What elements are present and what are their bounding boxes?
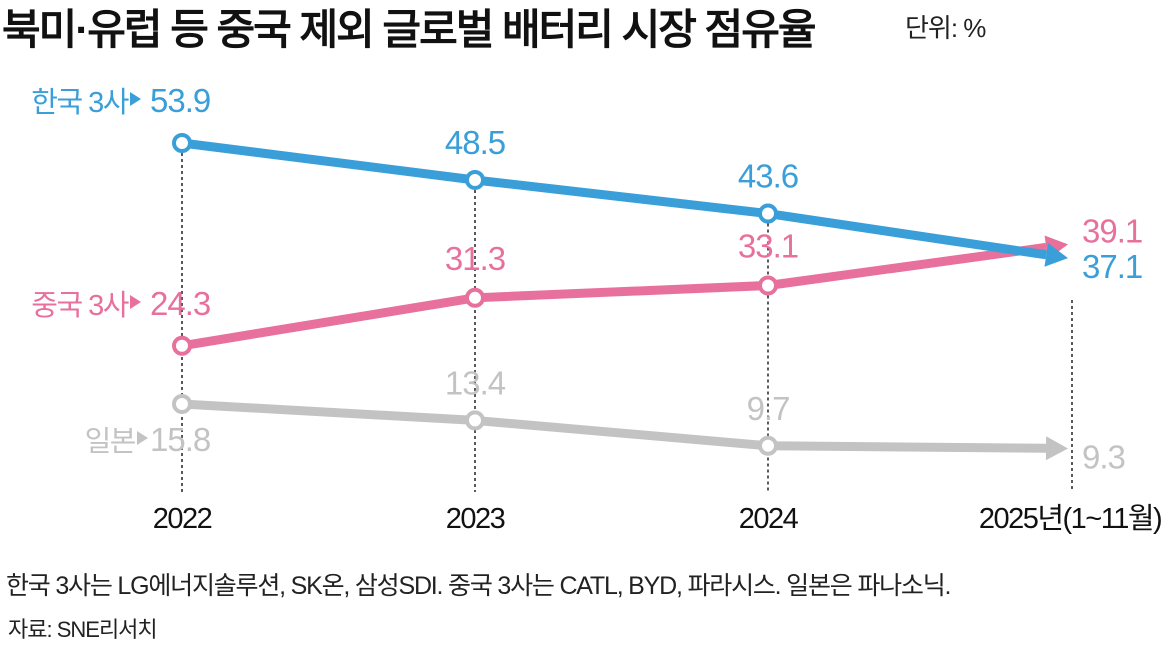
arrow-head-icon <box>1044 242 1068 267</box>
data-label: 53.9 <box>150 82 210 119</box>
series-name-label: 일본 <box>85 426 136 458</box>
footnote: 한국 3사는 LG에너지솔루션, SK온, 삼성SDI. 중국 3사는 CATL… <box>6 572 951 600</box>
triangle-right-icon <box>130 92 141 106</box>
x-tick-label: 2025년(1~11월) <box>979 502 1161 535</box>
series-name-label: 한국 3사 <box>31 87 129 119</box>
data-label: 9.3 <box>1082 439 1125 476</box>
line-chart: 2022 2023 2024 2025년(1~11월) 15.8 13.4 9.7 9.3 일본… <box>31 82 1162 535</box>
x-tick-label: 2023 <box>446 503 505 535</box>
x-tick-label: 2022 <box>153 503 212 535</box>
unit-label: 단위: % <box>905 13 986 43</box>
data-point <box>172 133 192 153</box>
x-tick-label: 2024 <box>739 503 799 535</box>
data-label: 9.7 <box>747 390 790 427</box>
data-point <box>465 410 485 431</box>
data-label: 24.3 <box>150 285 210 322</box>
source: 자료: SNE리서치 <box>8 617 158 642</box>
data-point <box>172 335 192 356</box>
data-point <box>465 287 485 308</box>
series-line <box>181 399 1047 453</box>
data-point <box>465 169 485 190</box>
data-point <box>172 393 192 414</box>
data-label: 48.5 <box>445 124 505 161</box>
data-label: 39.1 <box>1082 212 1142 249</box>
chart-title: 북미·유럽 등 중국 제외 글로벌 배터리 시장 점유율 <box>2 6 816 53</box>
data-label: 43.6 <box>738 158 798 195</box>
data-point <box>758 203 778 224</box>
data-label: 37.1 <box>1082 248 1142 285</box>
data-point <box>758 275 778 296</box>
triangle-right-icon <box>137 431 148 445</box>
series-name-label: 중국 3사 <box>31 290 129 322</box>
triangle-right-icon <box>130 295 141 309</box>
series-line <box>181 242 1047 351</box>
data-label: 15.8 <box>150 421 210 458</box>
arrow-head-icon <box>1045 436 1068 461</box>
series-line <box>181 138 1047 260</box>
data-label: 33.1 <box>738 227 798 264</box>
data-label: 31.3 <box>445 240 505 277</box>
data-point <box>758 435 778 456</box>
data-label: 13.4 <box>445 364 506 401</box>
